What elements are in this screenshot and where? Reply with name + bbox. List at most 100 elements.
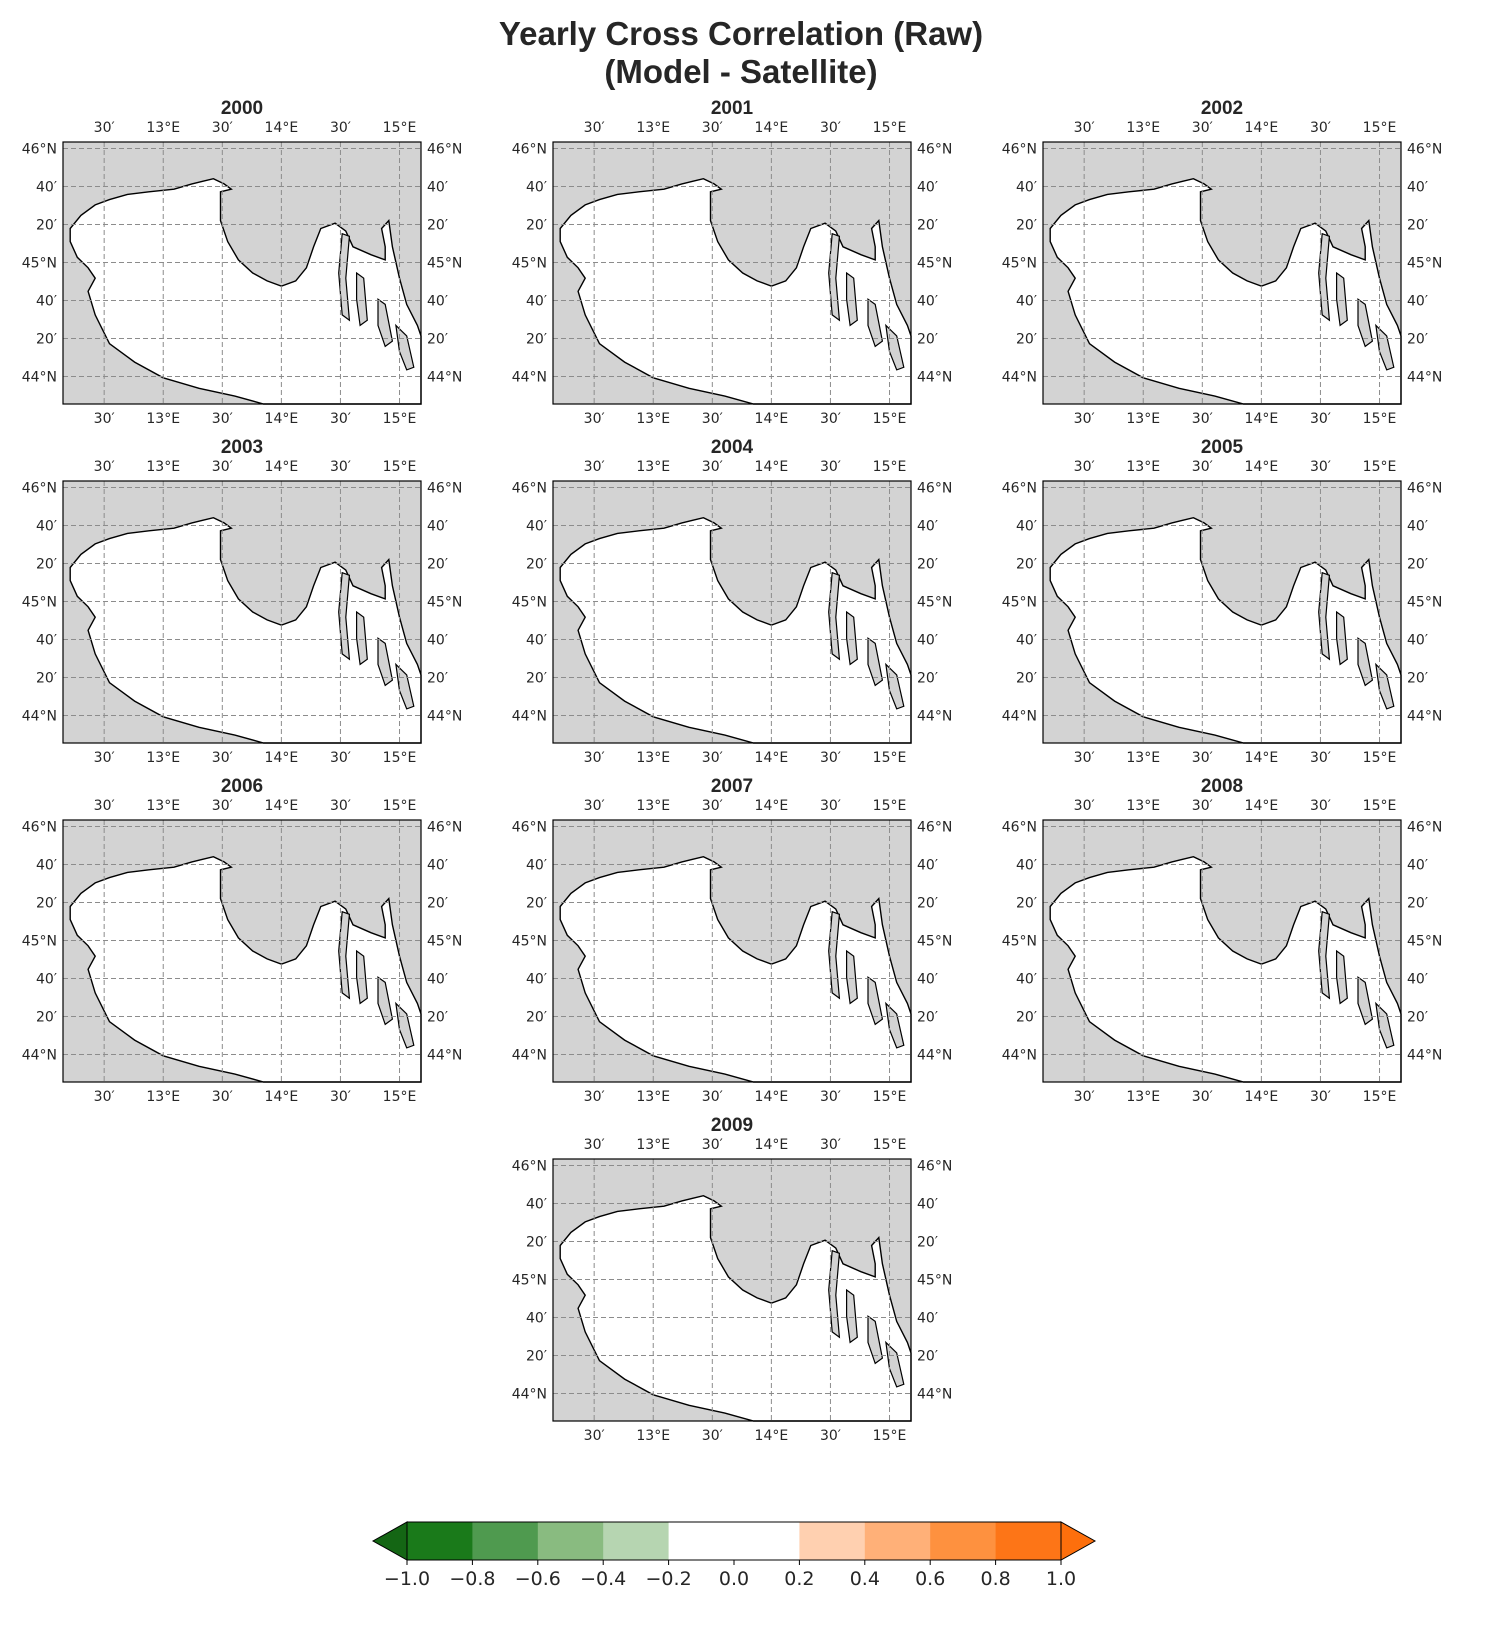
lon-tick-label-bottom: 14°E	[265, 411, 299, 427]
island	[377, 298, 394, 348]
lon-tick-label-top: 30′	[820, 120, 841, 136]
panel-title: 2002	[1201, 98, 1243, 119]
lat-tick-label-left: 46°N	[512, 142, 547, 158]
island	[828, 1249, 841, 1339]
island	[395, 662, 415, 710]
lon-tick-label-top: 30′	[702, 1137, 723, 1153]
lat-tick-label-right: 45°N	[427, 256, 462, 272]
lat-tick-label-left: 40′	[526, 180, 547, 196]
lat-tick-label-right: 44°N	[1407, 1047, 1442, 1063]
lat-tick-label-left: 46°N	[512, 820, 547, 836]
lon-tick-label-bottom: 13°E	[636, 750, 670, 766]
lat-tick-label-left: 46°N	[22, 481, 57, 497]
map-panel: 200930′30′13°E13°E30′30′14°E14°E30′30′15…	[512, 1115, 953, 1444]
lon-tick-label-bottom: 30′	[820, 1428, 841, 1444]
lon-tick-label-top: 14°E	[265, 798, 299, 814]
lat-tick-label-left: 44°N	[22, 1047, 57, 1063]
lat-tick-label-right: 20′	[917, 218, 938, 234]
correlation-zone-north-green	[563, 877, 675, 965]
gridlines	[1043, 142, 1401, 404]
lat-tick-label-left: 20′	[36, 671, 57, 687]
island	[867, 1315, 884, 1365]
lat-tick-label-left: 46°N	[1002, 142, 1037, 158]
correlation-zone-north-green	[563, 1216, 675, 1304]
island	[1375, 323, 1395, 371]
correlation-zone-north-green	[563, 538, 675, 626]
lat-tick-label-left: 20′	[36, 332, 57, 348]
island	[828, 571, 841, 661]
colorbar-segment	[995, 1522, 1062, 1560]
lon-tick-label-bottom: 14°E	[755, 750, 789, 766]
lat-tick-label-left: 20′	[526, 218, 547, 234]
lat-tick-label-left: 40′	[526, 1197, 547, 1213]
lat-tick-label-left: 20′	[526, 1010, 547, 1026]
lon-tick-label-top: 13°E	[636, 1137, 670, 1153]
map-panels: 2000 30′ 30′ 13°E 13°E 30′ 30′ 14°E 14°E 30′ 30′ 15…	[22, 98, 1443, 1444]
colorbar-tick-label: −0.6	[515, 1568, 561, 1590]
lat-tick-label-right: 46°N	[1407, 820, 1442, 836]
lon-tick-label-top: 30′	[1192, 120, 1213, 136]
colorbar-segment	[864, 1522, 931, 1560]
lat-tick-label-right: 20′	[427, 896, 448, 912]
colorbar-tick-label: 0.4	[850, 1568, 880, 1590]
lat-tick-label-left: 40′	[36, 294, 57, 310]
colorbar-segment	[537, 1522, 604, 1560]
lon-tick-label-bottom: 30′	[1310, 750, 1331, 766]
lon-tick-label-top: 14°E	[1245, 120, 1279, 136]
panel-title: 2004	[711, 437, 754, 458]
lat-tick-label-right: 40′	[917, 294, 938, 310]
lat-tick-label-left: 40′	[1016, 519, 1037, 535]
island	[1318, 571, 1331, 661]
island	[338, 910, 351, 1000]
map-panel: 200130′30′13°E13°E30′30′14°E14°E30′30′15…	[512, 98, 953, 427]
lon-tick-label-top: 30′	[94, 459, 115, 475]
lon-tick-label-top: 30′	[1192, 798, 1213, 814]
panel-title: 2003	[221, 437, 263, 458]
lat-tick-label-right: 45°N	[1407, 595, 1442, 611]
panel-title: 2000	[221, 98, 263, 119]
lon-tick-label-bottom: 30′	[330, 750, 351, 766]
lat-tick-label-left: 46°N	[1002, 820, 1037, 836]
lon-tick-label-bottom: 15°E	[1363, 411, 1397, 427]
lon-tick-label-top: 30′	[820, 459, 841, 475]
colorbar: −1.0 −0.8 −0.6 −0.4 −0.2 0.0 0.2 0.4 0.6 0.8 1.0	[371, 1521, 1097, 1590]
island	[828, 232, 841, 322]
lon-tick-label-bottom: 15°E	[873, 750, 907, 766]
lat-tick-label-right: 44°N	[917, 369, 952, 385]
lat-tick-label-right: 40′	[427, 180, 448, 196]
lat-tick-label-left: 44°N	[1002, 1047, 1037, 1063]
lon-tick-label-top: 13°E	[636, 459, 670, 475]
island	[845, 1288, 858, 1344]
lon-tick-label-top: 30′	[1310, 120, 1331, 136]
gridlines	[553, 481, 911, 743]
lat-tick-label-right: 40′	[1407, 633, 1428, 649]
lat-tick-label-right: 40′	[917, 858, 938, 874]
lat-tick-label-left: 40′	[526, 858, 547, 874]
island	[356, 610, 368, 666]
lat-tick-label-right: 20′	[917, 1010, 938, 1026]
lat-tick-label-right: 20′	[1407, 1010, 1428, 1026]
lon-tick-label-bottom: 30′	[1074, 750, 1095, 766]
lat-tick-label-right: 20′	[427, 557, 448, 573]
island	[356, 271, 368, 327]
island	[377, 637, 394, 687]
lon-tick-label-bottom: 14°E	[265, 1089, 299, 1105]
colorbar-segment	[603, 1522, 670, 1560]
colorbar-segment	[930, 1522, 997, 1560]
lon-tick-label-top: 15°E	[1363, 459, 1397, 475]
lat-tick-label-left: 20′	[1016, 896, 1037, 912]
lon-tick-label-top: 30′	[330, 120, 351, 136]
lat-tick-label-left: 44°N	[22, 369, 57, 385]
lat-tick-label-left: 40′	[1016, 294, 1037, 310]
island	[1335, 271, 1348, 327]
lat-tick-label-right: 20′	[1407, 332, 1428, 348]
lat-tick-label-right: 20′	[917, 332, 938, 348]
lat-tick-label-right: 44°N	[917, 708, 952, 724]
lon-tick-label-bottom: 13°E	[146, 1089, 180, 1105]
lon-tick-label-top: 14°E	[755, 459, 789, 475]
lat-tick-label-right: 45°N	[1407, 256, 1442, 272]
lat-tick-label-right: 20′	[917, 1349, 938, 1365]
lat-tick-label-right: 20′	[1407, 218, 1428, 234]
panel-title: 2005	[1201, 437, 1244, 458]
lat-tick-label-left: 20′	[1016, 1010, 1037, 1026]
